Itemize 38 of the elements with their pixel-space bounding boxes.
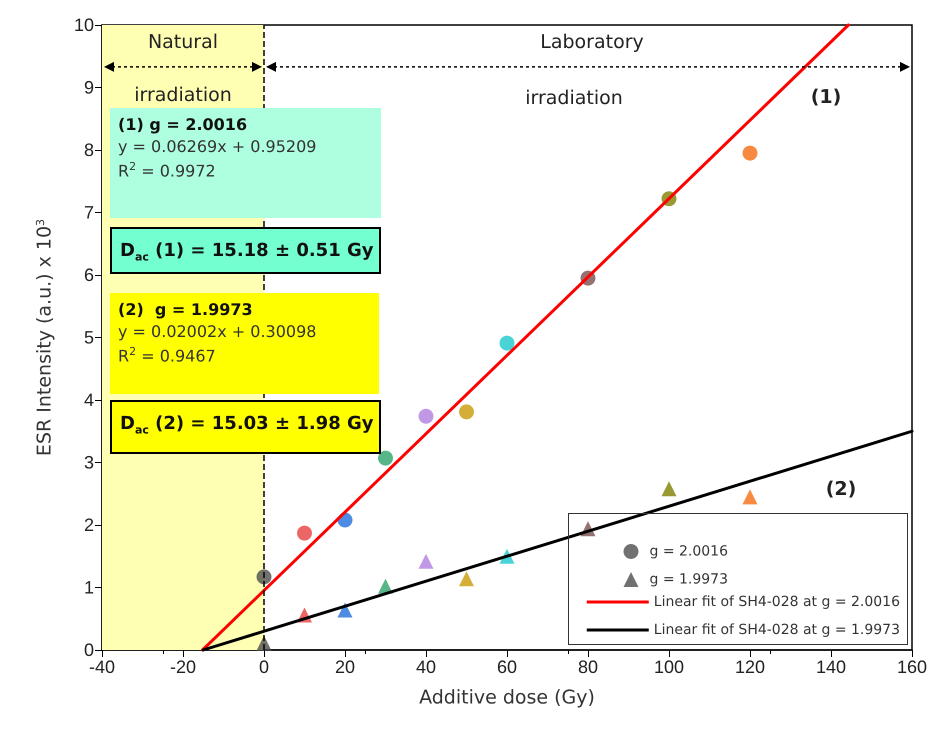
legend-label: g = 1.9973	[649, 572, 728, 588]
annotation: (1)	[810, 86, 842, 108]
annotation: Natural	[148, 31, 218, 53]
annotation: (2)	[826, 478, 856, 500]
x-tick-label: 100	[654, 657, 684, 677]
y-axis-title: ESR Intensity (a.u.) x 103	[34, 218, 56, 456]
x-tick-label: 120	[734, 657, 766, 677]
x-tick-label: 20	[334, 657, 356, 677]
y-tick-label: 5	[84, 328, 94, 348]
annotation: Laboratory	[540, 31, 644, 53]
x-tick-label: -20	[170, 657, 196, 677]
x-axis-title: Additive dose (Gy)	[419, 686, 595, 708]
text-box: D$_{ac}$ (2) = 15.03 ± 1.98 Gy	[110, 400, 381, 454]
x-tick-label: 0	[258, 657, 270, 677]
legend-label: g = 2.0016	[649, 544, 728, 560]
text-box: (1) g = 2.0016 y = 0.06269x + 0.95209 R$^{2}$ = 0.9972	[110, 108, 381, 218]
x-tick-label: 40	[416, 657, 436, 677]
legend-label: Linear fit of SH4-028 at g = 2.0016	[654, 594, 900, 610]
y-tick-label: 10	[74, 15, 94, 35]
y-tick-label: 9	[84, 78, 94, 98]
y-tick-label: 8	[84, 140, 94, 160]
x-tick-label: 140	[816, 657, 846, 677]
x-tick-label: 80	[578, 657, 598, 677]
annotation: irradiation	[525, 87, 623, 109]
x-tick-label: 160	[896, 657, 928, 677]
y-tick-label: 2	[84, 515, 94, 535]
text-box: D$_{ac}$ (1) = 15.18 ± 0.51 Gy	[110, 227, 381, 274]
y-tick-label: 7	[84, 202, 94, 222]
annotation: irradiation	[134, 84, 232, 106]
y-tick-label: 3	[84, 452, 94, 472]
y-tick-label: 1	[84, 578, 94, 598]
legend-label: Linear fit of SH4-028 at g = 1.9973	[654, 622, 900, 638]
text-box: (2) g = 1.9973 y = 0.02002x + 0.30098 R$^{2}$ = 0.9467	[110, 293, 379, 394]
y-tick-label: 4	[84, 390, 94, 410]
x-tick-label: -40	[88, 657, 116, 677]
y-tick-label: 6	[84, 265, 94, 285]
y-tick-label: 0	[84, 640, 94, 660]
x-tick-label: 60	[496, 657, 518, 677]
